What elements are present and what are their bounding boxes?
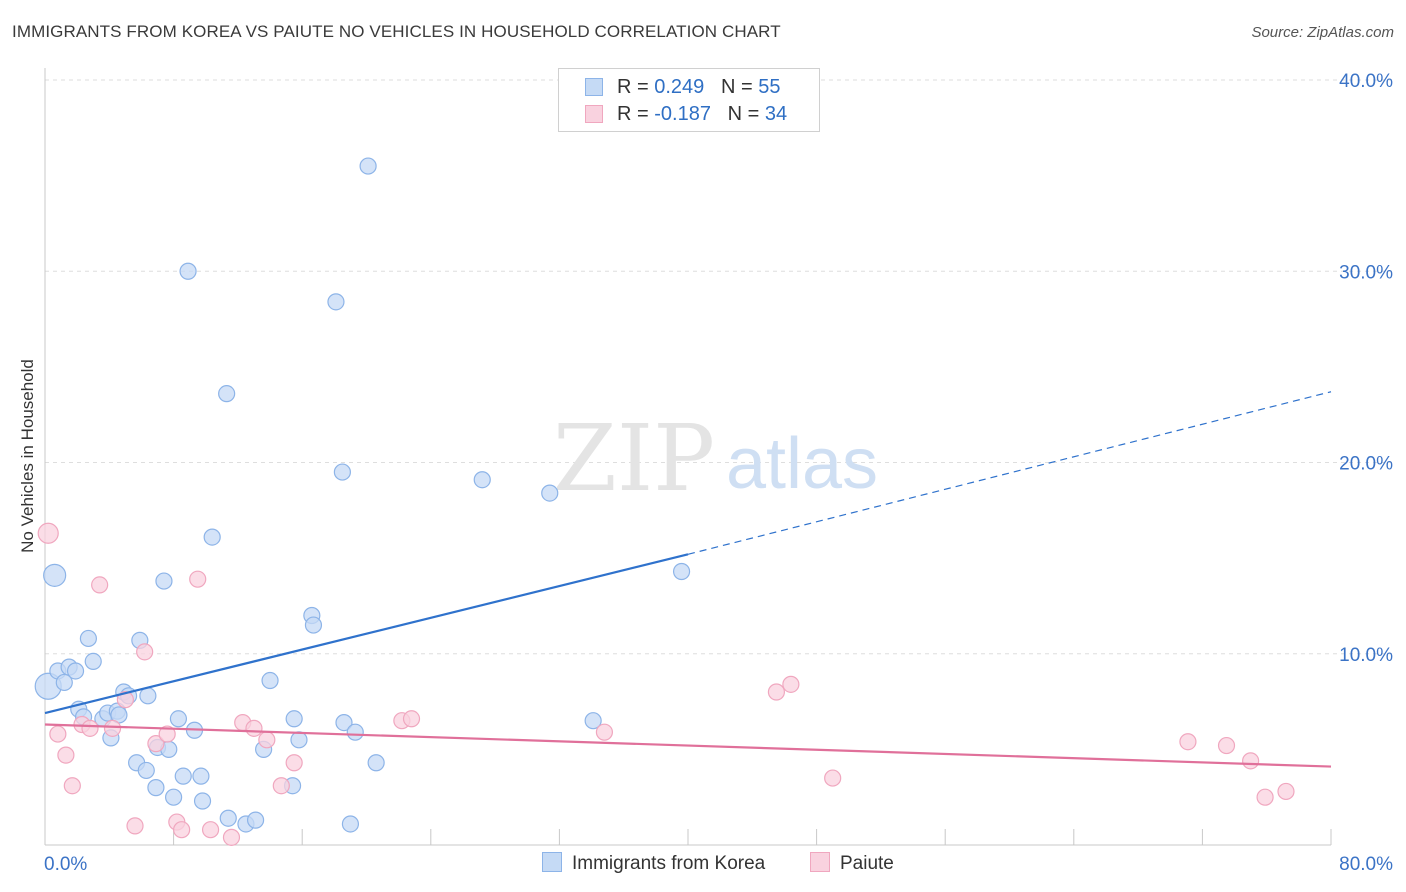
point-series0-50 <box>367 754 385 772</box>
watermark: ZIP atlas <box>553 405 878 512</box>
grid-lines <box>45 79 1392 655</box>
bottom-legend-korea: Immigrants from Korea <box>542 852 765 875</box>
trend-line-series0 <box>44 553 689 715</box>
y-tick-label-0: 10.0% <box>1339 645 1393 666</box>
point-series1-33 <box>1277 782 1295 801</box>
point-series1-27 <box>782 675 800 693</box>
legend-swatch-korea <box>585 78 603 96</box>
trend-lines <box>44 391 1332 768</box>
point-series0-1 <box>43 563 67 587</box>
point-series0-48 <box>346 723 364 741</box>
point-series0-51 <box>473 471 491 489</box>
point-series0-54 <box>672 562 691 581</box>
point-series1-14 <box>173 821 191 839</box>
point-series1-19 <box>245 719 263 737</box>
point-series1-0 <box>37 522 59 544</box>
point-series1-8 <box>116 691 134 709</box>
legend-text-korea: R = 0.249 N = 55 <box>617 76 781 98</box>
axes <box>44 68 1332 846</box>
point-series1-9 <box>126 817 144 835</box>
watermark-atlas: atlas <box>726 424 878 504</box>
point-series1-10 <box>136 643 154 661</box>
trend-extension-series0 <box>687 391 1332 555</box>
point-series0-34 <box>219 809 237 827</box>
point-series0-23 <box>155 572 173 590</box>
x-tick-label-0: 0.0% <box>44 854 87 875</box>
point-series1-29 <box>1179 733 1197 751</box>
point-series1-7 <box>103 719 122 737</box>
point-series0-7 <box>84 652 102 671</box>
point-series1-24 <box>402 710 421 728</box>
tick-labels: 10.0% 20.0% 30.0% 40.0% 0.0% 80.0% <box>44 71 1393 875</box>
correlation-legend: R = 0.249 N = 55 R = -0.187 N = 34 <box>558 68 820 132</box>
point-series0-52 <box>541 484 559 502</box>
trend-line-series1 <box>44 723 1332 768</box>
point-series0-20 <box>139 687 157 705</box>
chart-title: IMMIGRANTS FROM KOREA VS PAIUTE NO VEHIC… <box>12 22 781 41</box>
point-series1-31 <box>1242 752 1260 770</box>
point-series0-6 <box>79 629 98 648</box>
point-series1-3 <box>63 777 81 795</box>
y-tick-label-3: 40.0% <box>1339 71 1393 92</box>
point-series0-44 <box>327 293 345 311</box>
point-series0-32 <box>203 528 221 546</box>
bottom-legend-paiute: Paiute <box>810 852 894 875</box>
point-series0-46 <box>335 713 353 732</box>
y-tick-label-1: 20.0% <box>1339 454 1393 475</box>
point-series0-28 <box>179 262 197 280</box>
data-points <box>34 157 1295 846</box>
point-series0-45 <box>333 463 351 481</box>
point-series0-33 <box>218 385 236 403</box>
point-series1-15 <box>189 570 207 588</box>
point-series0-5 <box>66 662 85 680</box>
legend-swatch-paiute <box>585 105 603 123</box>
point-series1-17 <box>222 828 241 846</box>
bottom-legend-swatch-paiute <box>810 852 830 872</box>
point-series0-36 <box>246 811 265 829</box>
point-series0-3 <box>55 673 73 692</box>
bottom-legend-swatch-korea <box>542 852 562 872</box>
bottom-legend-label-paiute: Paiute <box>840 853 894 874</box>
point-series0-19 <box>137 761 155 780</box>
point-series1-21 <box>272 777 290 795</box>
point-series0-47 <box>341 815 360 833</box>
point-series1-32 <box>1256 788 1274 806</box>
point-series0-43 <box>304 616 323 634</box>
point-series0-27 <box>174 767 192 785</box>
point-series1-5 <box>81 719 99 737</box>
point-series0-40 <box>285 710 303 728</box>
point-series0-31 <box>193 792 212 810</box>
point-series0-30 <box>192 767 210 785</box>
point-series0-53 <box>584 712 602 730</box>
point-series1-25 <box>595 723 614 741</box>
point-series1-11 <box>147 735 165 753</box>
point-series1-6 <box>91 576 109 594</box>
x-tick-label-1: 80.0% <box>1339 854 1393 875</box>
bottom-legend-label-korea: Immigrants from Korea <box>572 853 766 874</box>
y-tick-label-2: 30.0% <box>1339 262 1393 283</box>
point-series1-12 <box>158 725 176 743</box>
point-series1-16 <box>201 821 220 839</box>
point-series1-2 <box>57 746 75 764</box>
legend-text-paiute: R = -0.187 N = 34 <box>617 103 788 125</box>
point-series0-25 <box>165 788 183 806</box>
point-series0-41 <box>290 731 308 749</box>
watermark-zip: ZIP <box>553 405 715 512</box>
source-label: Source: ZipAtlas.com <box>1251 24 1394 41</box>
point-series0-21 <box>147 779 165 797</box>
point-series0-26 <box>169 710 188 728</box>
point-series0-49 <box>359 157 377 175</box>
point-series1-28 <box>824 769 842 787</box>
point-series0-38 <box>261 671 279 690</box>
point-series1-22 <box>285 754 303 772</box>
point-series1-1 <box>49 725 67 743</box>
y-axis-label: No Vehicles in Household <box>18 359 37 553</box>
point-series1-30 <box>1217 736 1236 755</box>
point-series1-20 <box>258 731 276 749</box>
point-series1-26 <box>767 683 786 701</box>
